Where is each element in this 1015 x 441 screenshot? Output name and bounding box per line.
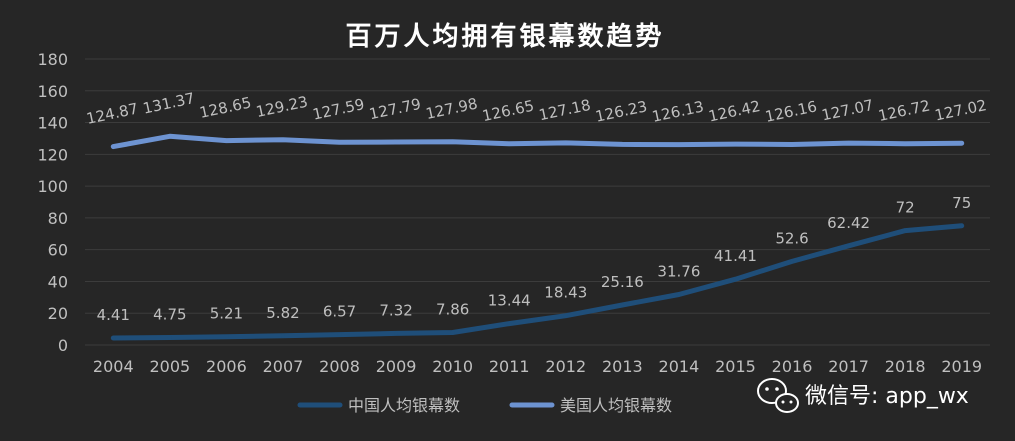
data-point <box>224 138 229 143</box>
data-label: 18.43 <box>544 284 587 302</box>
y-tick-label: 60 <box>48 241 68 260</box>
watermark-text: 微信号: app_wx <box>805 384 969 409</box>
x-tick-label: 2012 <box>545 357 586 376</box>
y-axis-ticks: 0 20 40 60 80 100 120 140 160 180 <box>37 50 68 355</box>
data-point <box>959 141 964 146</box>
y-tick-label: 120 <box>37 145 68 164</box>
data-point <box>111 144 116 149</box>
y-tick-label: 0 <box>58 336 68 355</box>
y-tick-label: 160 <box>37 82 68 101</box>
data-point <box>790 142 795 147</box>
data-point <box>563 313 568 318</box>
legend-label-china: 中国人均银幕数 <box>348 396 460 415</box>
watermark: 微信号: app_wx <box>757 378 969 413</box>
data-point <box>167 335 172 340</box>
data-point <box>959 223 964 228</box>
x-tick-label: 2014 <box>659 357 700 376</box>
x-tick-label: 2008 <box>319 357 360 376</box>
x-tick-label: 2010 <box>432 357 473 376</box>
legend-label-usa: 美国人均银幕数 <box>560 396 672 415</box>
data-point <box>846 243 851 248</box>
data-point <box>280 137 285 142</box>
data-label: 75 <box>952 194 971 212</box>
x-tick-label: 2011 <box>489 357 530 376</box>
data-label: 5.21 <box>210 305 243 323</box>
data-label: 7.86 <box>436 301 469 319</box>
data-point <box>450 330 455 335</box>
data-label: 41.41 <box>714 247 757 265</box>
x-tick-label: 2018 <box>885 357 926 376</box>
x-tick-label: 2019 <box>941 357 982 376</box>
data-label: 6.57 <box>323 303 356 321</box>
series-line-usa <box>110 133 965 150</box>
data-point <box>676 292 681 297</box>
data-point <box>394 331 399 336</box>
data-point <box>507 321 512 326</box>
data-label: 31.76 <box>657 263 700 281</box>
data-point <box>280 333 285 338</box>
data-point <box>167 134 172 139</box>
data-point <box>676 142 681 147</box>
gridlines <box>85 58 990 346</box>
data-label: 4.75 <box>153 305 186 323</box>
series-line-china <box>110 223 965 341</box>
data-label: 13.44 <box>488 292 531 310</box>
series-lines <box>110 133 965 341</box>
x-tick-label: 2016 <box>772 357 813 376</box>
data-point <box>903 228 908 233</box>
data-point <box>620 142 625 147</box>
data-point <box>394 139 399 144</box>
data-point <box>224 334 229 339</box>
data-label: 72 <box>896 199 915 217</box>
data-label: 52.6 <box>775 229 808 247</box>
data-point <box>507 141 512 146</box>
data-point <box>337 140 342 145</box>
data-point <box>733 277 738 282</box>
wechat-icon <box>757 378 799 413</box>
data-label: 5.82 <box>266 304 299 322</box>
data-point <box>337 332 342 337</box>
data-label: 4.41 <box>97 306 130 324</box>
legend: 中国人均银幕数 美国人均银幕数 <box>297 396 672 415</box>
data-point <box>846 141 851 146</box>
x-axis-ticks: 2004 2005 2006 2007 2008 2009 2010 2011 2012 2013… <box>93 357 982 376</box>
data-point <box>733 142 738 147</box>
data-label: 25.16 <box>601 273 644 291</box>
x-tick-label: 2007 <box>263 357 304 376</box>
x-tick-label: 2009 <box>376 357 417 376</box>
y-tick-label: 140 <box>37 114 68 133</box>
x-tick-label: 2005 <box>149 357 190 376</box>
y-tick-label: 180 <box>37 50 68 69</box>
x-tick-label: 2017 <box>828 357 869 376</box>
y-tick-label: 40 <box>48 272 68 291</box>
x-tick-label: 2004 <box>93 357 134 376</box>
data-point <box>450 139 455 144</box>
data-label: 7.32 <box>379 301 412 319</box>
x-tick-label: 2015 <box>715 357 756 376</box>
data-point <box>790 259 795 264</box>
data-point <box>563 140 568 145</box>
data-point <box>111 335 116 340</box>
chart-title: 百万人均拥有银幕数趋势 <box>345 22 664 52</box>
y-tick-label: 80 <box>48 209 68 228</box>
x-tick-label: 2013 <box>602 357 643 376</box>
y-tick-label: 100 <box>37 177 68 196</box>
data-point <box>903 141 908 146</box>
y-tick-label: 20 <box>48 304 68 323</box>
data-point <box>620 303 625 308</box>
x-tick-label: 2006 <box>206 357 247 376</box>
data-label: 62.42 <box>827 214 870 232</box>
